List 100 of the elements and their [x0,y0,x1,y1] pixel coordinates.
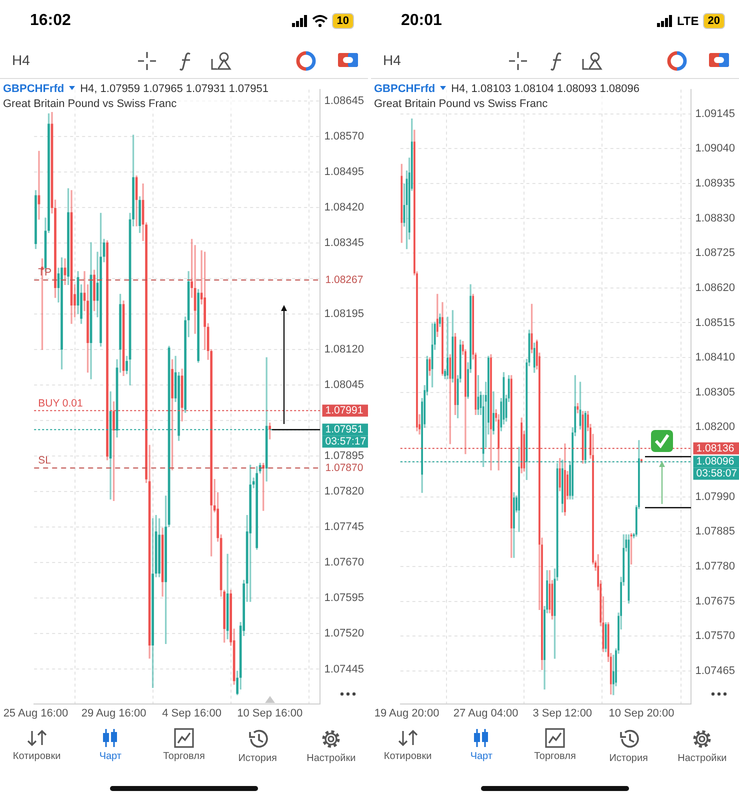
candlestick [436,294,438,338]
candlestick [610,653,612,695]
y-tick-label: 1.07675 [695,595,736,608]
candlestick [126,356,128,374]
y-tick-label: 1.08515 [695,316,736,329]
y-tick-label: 1.07670 [324,556,364,569]
ref-line-label: TP [38,266,52,279]
x-tick-label: 27 Aug 04:00 [453,707,518,720]
text: 20 [702,13,725,29]
candlestick [414,130,416,276]
candlestick [93,270,96,312]
y-tick-label: 1.08410 [695,352,736,364]
candlestick [171,359,174,470]
candlestick [635,505,638,537]
candlestick [48,113,50,233]
candlestick [470,284,472,373]
y-tick-label: 1.08725 [695,247,736,260]
y-tick-label: 1.08830 [695,212,736,224]
y-tick-label: 1.07895 [324,450,364,462]
candlestick [612,654,614,696]
candlestick [164,496,167,644]
text: 03:58:07 [696,468,738,480]
text: LTE [676,14,699,28]
text: Great Britain Pound vs Swiss Franc [374,97,549,112]
y-tick-label: 1.07745 [324,521,364,534]
candlestick [119,294,122,373]
candlestick [544,606,546,690]
candlestick [513,492,515,558]
text: H4 [12,52,30,68]
y-tick-label: 1.08120 [324,344,364,356]
candlestick [184,316,186,413]
annotation: H4, 1.07959 1.07965 1.07931 1.07951 [80,83,269,95]
candlestick [249,464,252,602]
candlestick [223,590,226,643]
candlestick [564,443,566,516]
candlestick [86,284,89,373]
candlestick [210,349,212,556]
text: 20:01 [401,12,442,30]
y-tick-label: 1.07520 [324,628,364,640]
y-tick-label: 1.07820 [324,486,364,498]
candlestick [474,352,477,415]
y-tick-label: 1.08570 [324,130,364,143]
candlestick [152,518,154,688]
y-tick-label: 1.08345 [324,237,364,250]
candlestick [446,316,449,380]
candlestick [67,188,70,286]
candlestick [520,418,522,474]
text: Котировки [12,751,61,762]
y-tick-label: 1.07885 [695,526,736,538]
y-tick-label: 1.08195 [324,308,364,320]
text: Торговля [534,751,576,762]
text: 1.08096 [696,456,734,468]
text: 1.07991 [325,404,364,417]
ref-line-label: BUY 0.01 [38,397,84,410]
x-tick-label: 10 Sep 16:00 [237,707,303,720]
candlestick [541,538,543,670]
candlestick [472,294,474,360]
candlestick [112,401,115,501]
text: 1.08136 [696,442,734,454]
text: 1.07951 [325,424,364,436]
candlestick [100,212,102,347]
chart-title: GBPCHFrfd [3,83,64,95]
x-tick-label: 29 Aug 16:00 [81,707,146,720]
y-tick-label: 1.07595 [324,592,364,604]
text: История [238,753,277,764]
candlestick [615,648,617,686]
candlestick [442,302,444,376]
text: Great Britain Pound vs Swiss Franc [3,97,178,112]
candlestick [54,200,56,298]
candlestick [467,362,469,399]
candlestick [592,434,594,565]
candlestick [34,190,37,250]
candlestick [492,391,494,435]
x-tick-label: 3 Sep 12:00 [532,707,592,720]
candlestick [216,492,219,542]
candlestick [416,271,418,432]
candlestick [518,446,520,532]
candlestick [620,576,622,630]
text: 1.08267 [325,274,364,286]
candlestick [464,349,466,454]
candlestick [132,134,134,226]
ref-line-label: SL [38,454,52,467]
y-tick-label: 1.08495 [324,166,364,178]
candlestick [632,533,635,538]
candlestick [510,375,512,558]
candlestick [495,409,497,422]
candlestick [490,354,492,470]
y-tick-label: 1.08620 [695,282,736,294]
candlestick [561,460,564,512]
candlestick [546,570,548,614]
candlestick [106,240,108,460]
text: 10 [332,13,354,29]
y-tick-label: 1.08045 [324,379,364,392]
y-tick-label: 1.08645 [324,94,364,107]
y-tick-label: 1.08935 [695,177,736,190]
candlestick [138,196,141,233]
text: Настройки [678,753,727,764]
candlestick [400,164,403,243]
candlestick [586,410,589,432]
text: Котировки [384,751,432,762]
